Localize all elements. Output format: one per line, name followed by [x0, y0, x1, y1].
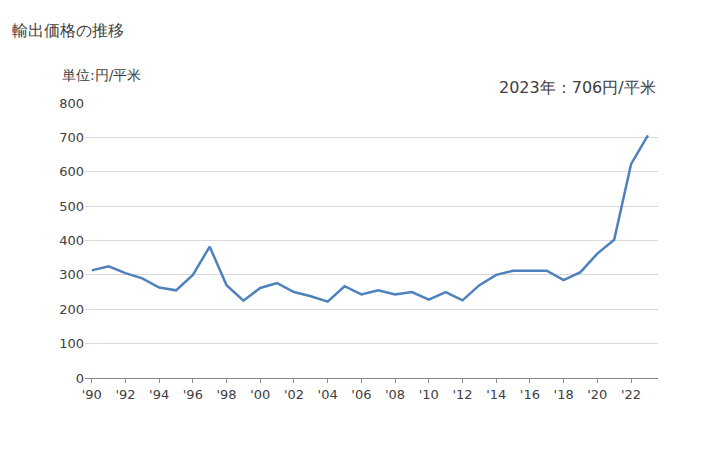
- svg-text:'20: '20: [587, 387, 607, 402]
- svg-text:'12: '12: [452, 387, 472, 402]
- svg-text:'90: '90: [82, 387, 102, 402]
- svg-text:0: 0: [76, 371, 84, 386]
- svg-text:'02: '02: [284, 387, 304, 402]
- svg-text:800: 800: [59, 96, 84, 111]
- svg-text:100: 100: [59, 336, 84, 351]
- svg-text:200: 200: [59, 302, 84, 317]
- svg-text:'00: '00: [250, 387, 270, 402]
- svg-text:'06: '06: [351, 387, 371, 402]
- svg-text:500: 500: [59, 199, 84, 214]
- svg-text:'16: '16: [520, 387, 540, 402]
- svg-text:600: 600: [59, 164, 84, 179]
- svg-text:300: 300: [59, 267, 84, 282]
- svg-text:'96: '96: [183, 387, 203, 402]
- svg-text:輸出価格の推移: 輸出価格の推移: [12, 21, 124, 40]
- svg-text:'04: '04: [318, 387, 338, 402]
- svg-text:'08: '08: [385, 387, 405, 402]
- svg-text:'22: '22: [621, 387, 641, 402]
- svg-text:'98: '98: [216, 387, 236, 402]
- svg-text:'14: '14: [486, 387, 506, 402]
- svg-text:'18: '18: [554, 387, 574, 402]
- svg-text:'92: '92: [115, 387, 135, 402]
- svg-text:700: 700: [59, 130, 84, 145]
- svg-text:'10: '10: [419, 387, 439, 402]
- svg-text:'94: '94: [149, 387, 169, 402]
- svg-text:単位:円/平米: 単位:円/平米: [62, 67, 141, 83]
- svg-text:2023年：706円/平米: 2023年：706円/平米: [499, 78, 656, 97]
- svg-text:400: 400: [59, 233, 84, 248]
